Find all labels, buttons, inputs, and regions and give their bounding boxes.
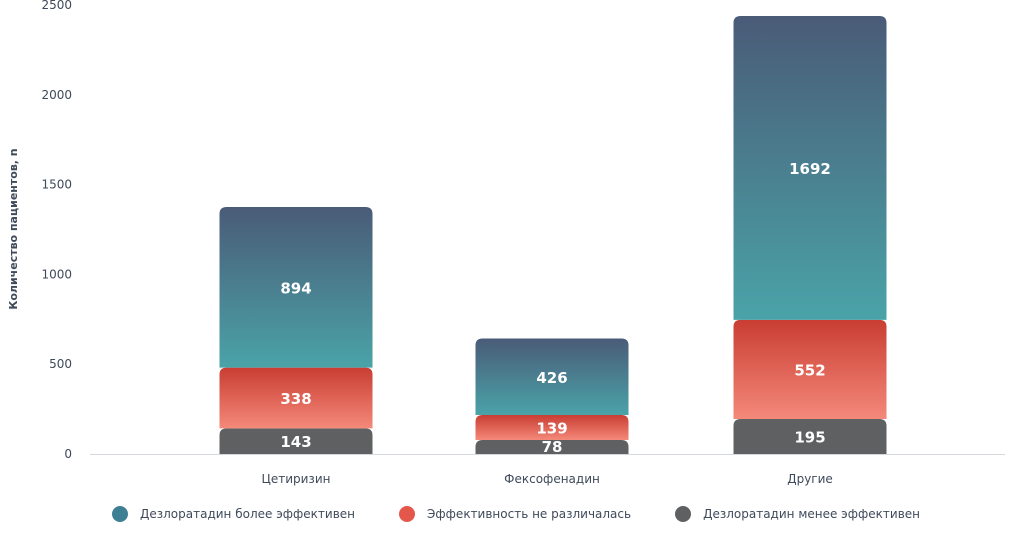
y-tick-label-4: 2000 xyxy=(41,88,72,102)
data-label-1-2: 426 xyxy=(536,369,567,387)
legend-item-0: Дезлоратадин более эффективен xyxy=(111,506,356,522)
category-label-2: Другие xyxy=(787,472,833,486)
legend-item-1: Эффективность не различалась xyxy=(399,506,631,522)
data-label-0-2: 894 xyxy=(280,279,311,297)
y-axis-ticks: 0 500 1000 1500 2000 2500 xyxy=(41,0,72,461)
legend-label-1: Эффективность не различалась xyxy=(427,507,632,521)
y-tick-label-0: 0 xyxy=(64,447,72,461)
y-axis-label: Количество пациентов, n xyxy=(7,148,20,309)
legend-swatch-0 xyxy=(111,506,128,522)
bar-2-series-1 xyxy=(733,319,887,419)
data-label-2-1: 552 xyxy=(794,361,825,379)
y-tick-label-1: 500 xyxy=(49,357,72,371)
bar-0-series-2 xyxy=(219,207,373,368)
y-tick-label-3: 1500 xyxy=(41,178,72,192)
data-label-2-2: 1692 xyxy=(789,160,831,178)
legend-item-2: Дезлоратадин менее эффективен xyxy=(675,506,920,522)
data-label-1-1: 139 xyxy=(536,420,567,438)
data-label-2-0: 195 xyxy=(794,428,825,446)
bar-1-series-2 xyxy=(475,338,629,416)
legend-label-0: Дезлоратадин более эффективен xyxy=(139,507,356,521)
data-label-0-0: 143 xyxy=(280,433,311,451)
data-label-1-0: 78 xyxy=(542,438,563,456)
y-tick-label-5: 2500 xyxy=(41,0,72,12)
category-label-1: Фексофенадин xyxy=(504,472,600,486)
bar-2-series-2 xyxy=(733,15,887,320)
bar-2-series-0 xyxy=(733,418,887,454)
category-labels: Цетиризин Фексофенадин Другие xyxy=(262,472,833,486)
bar-0-series-0 xyxy=(219,428,373,454)
legend-swatch-1 xyxy=(399,506,416,522)
y-tick-label-2: 1000 xyxy=(41,267,72,281)
legend: Дезлоратадин более эффективен Эффективнос… xyxy=(0,506,1032,522)
stacked-bar-chart: Количество пациентов, n 0 500 1000 1500 2000… xyxy=(7,0,1005,486)
data-label-0-1: 338 xyxy=(280,390,311,408)
bar-1-series-0 xyxy=(475,439,629,454)
legend-label-2: Дезлоратадин менее эффективен xyxy=(703,507,921,521)
legend-swatch-2 xyxy=(675,506,692,522)
category-label-0: Цетиризин xyxy=(262,472,331,486)
bar-1-series-1 xyxy=(475,415,629,440)
bar-0-series-1 xyxy=(219,367,373,429)
